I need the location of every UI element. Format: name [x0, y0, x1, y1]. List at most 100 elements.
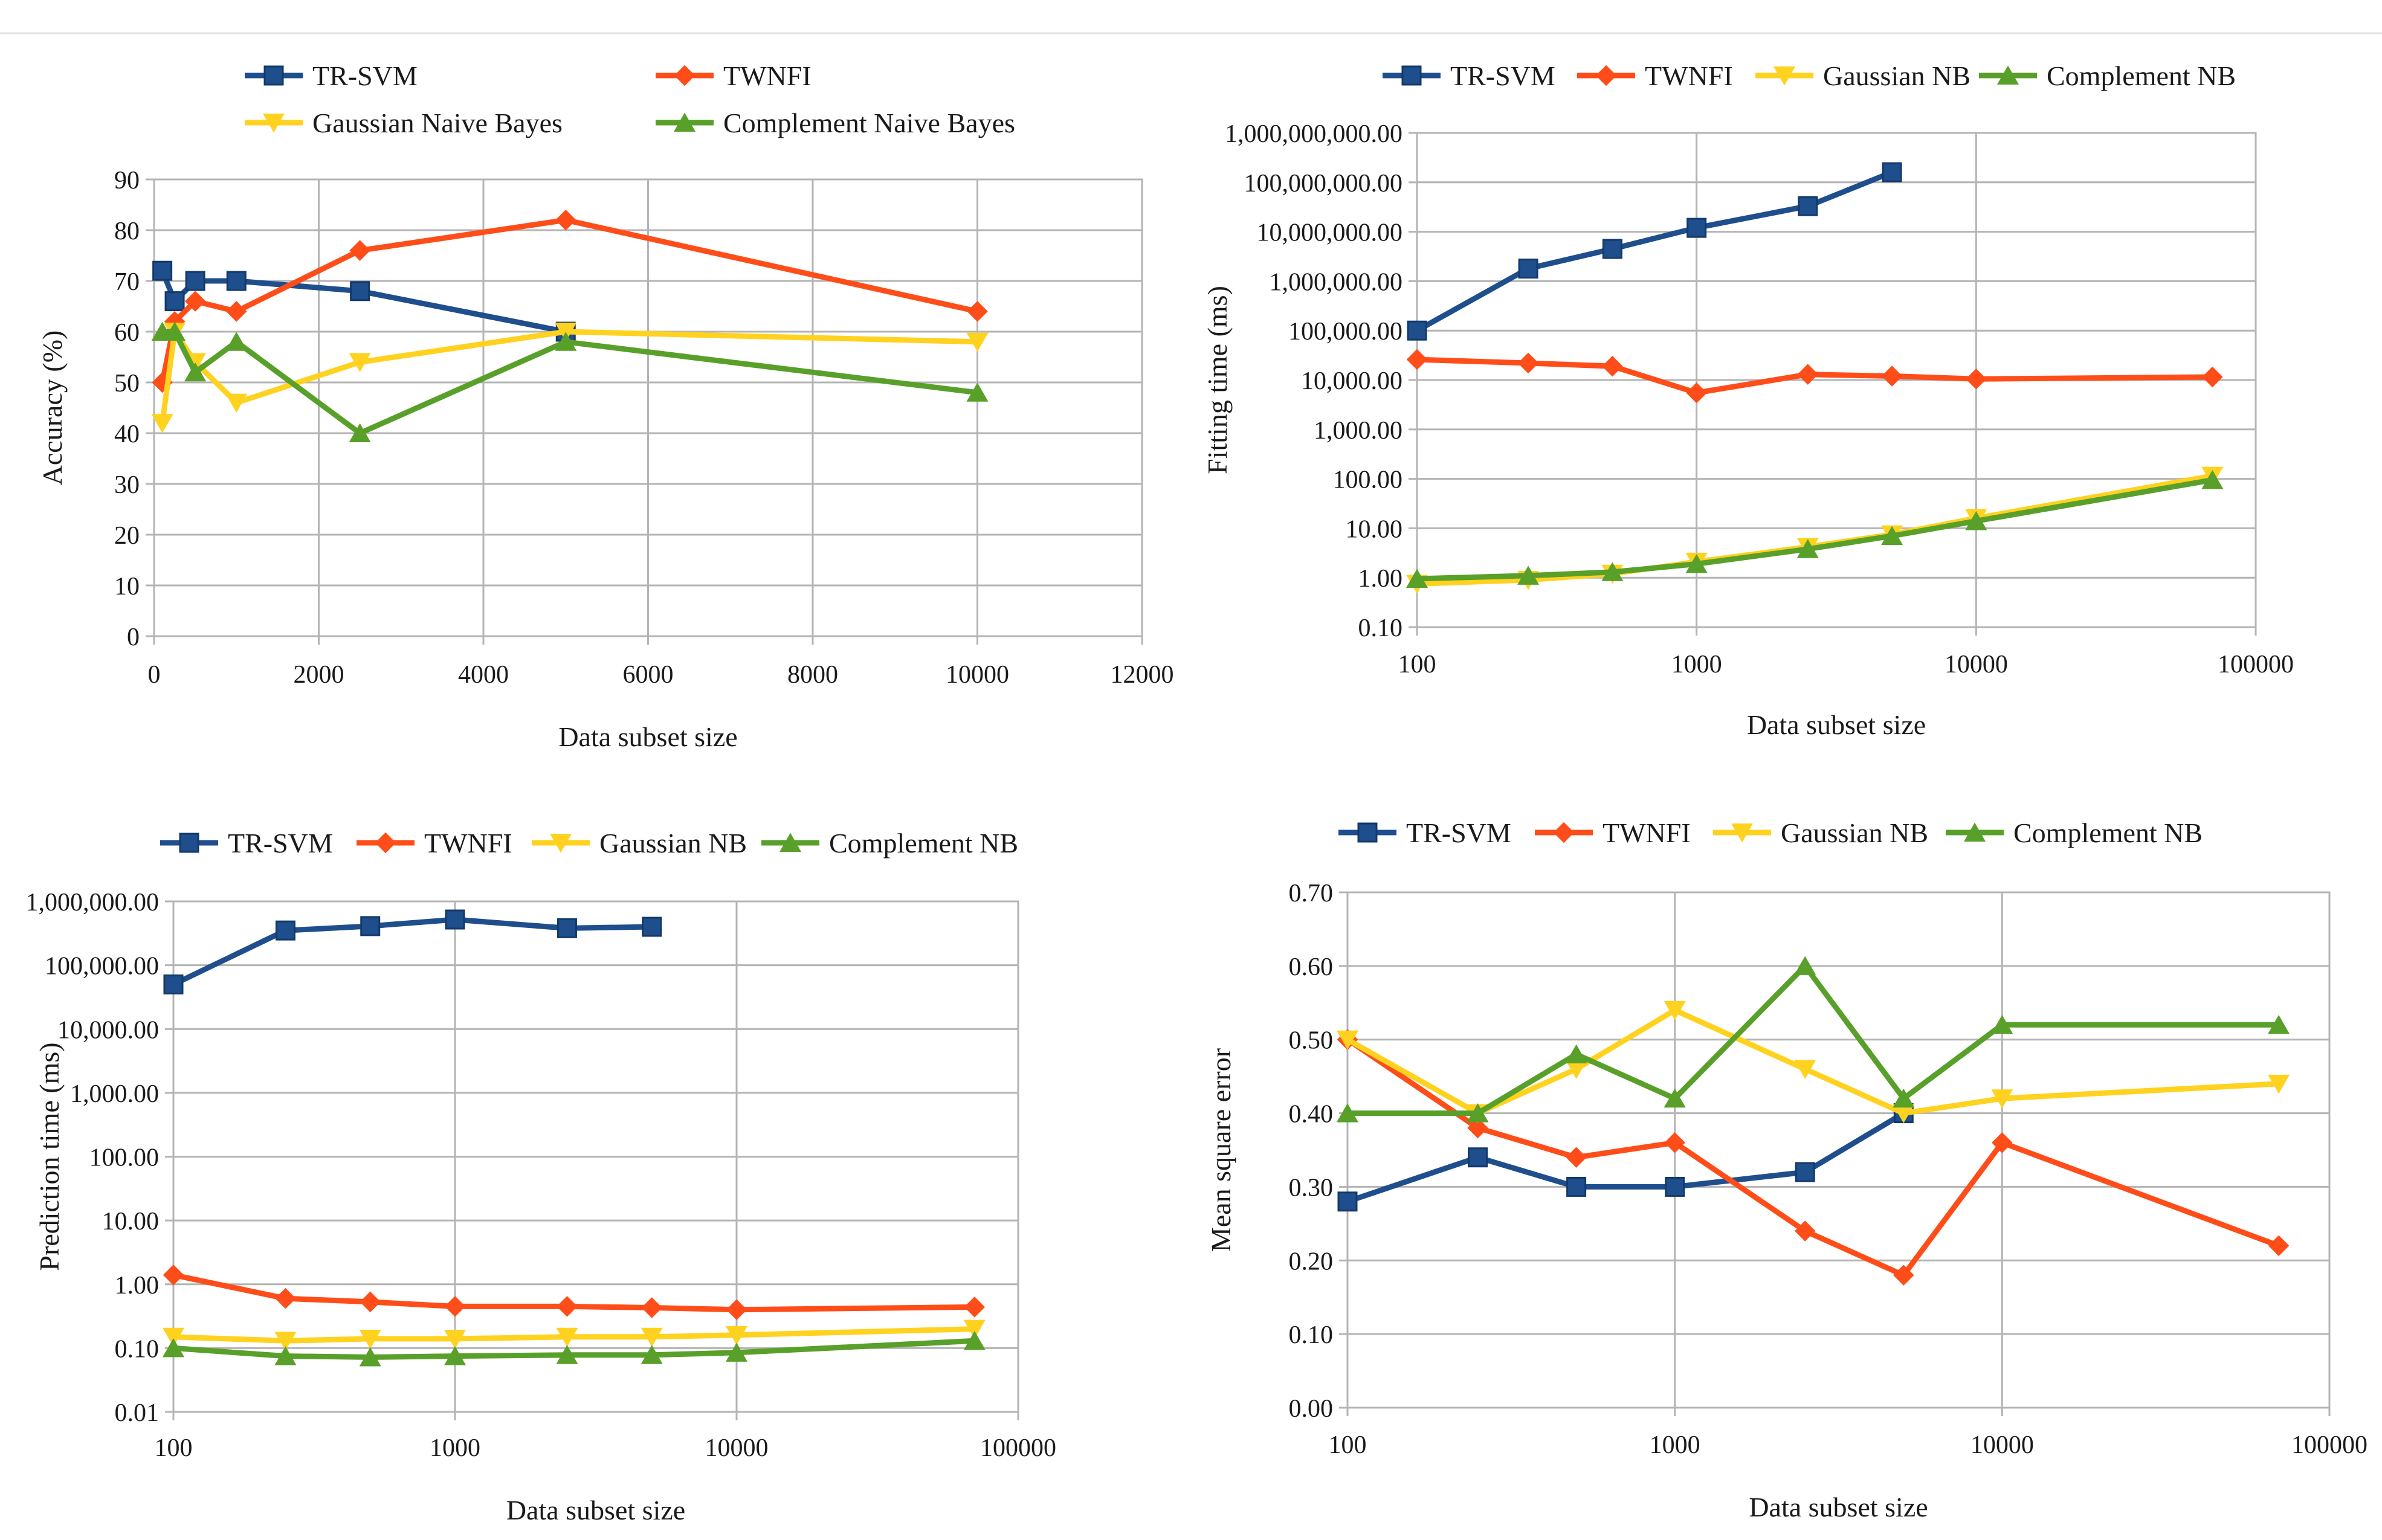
legend-item: Complement NB: [1946, 817, 2203, 848]
data-point: [274, 1346, 297, 1365]
data-point: [1407, 320, 1427, 341]
y-tick-label: 100,000,000.00: [1244, 170, 1403, 198]
y-tick-label: 0.30: [1289, 1174, 1334, 1202]
y-tick-label: 10.00: [102, 1208, 160, 1236]
data-point: [1893, 1104, 1915, 1124]
series-line: [173, 1326, 975, 1344]
data-point: [360, 1291, 381, 1313]
data-point: [359, 1329, 381, 1349]
y-tick-label: 10,000.00: [1301, 367, 1402, 395]
y-tick-label: 60: [114, 319, 140, 347]
data-point: [1566, 1147, 1587, 1168]
y-axis-label: Accuracy (%): [37, 330, 68, 486]
plot-frame: [1346, 891, 2331, 1409]
data-point: [2201, 469, 2224, 489]
y-tick-label: 30: [114, 471, 140, 499]
y-tick-label: 0.10: [1358, 614, 1403, 642]
x-axis-label: Data subset size: [1749, 1492, 1928, 1522]
data-point: [1566, 1176, 1587, 1197]
series-tr-svm: [1337, 1103, 1914, 1212]
y-tick-label: 0.40: [1289, 1101, 1334, 1129]
data-point: [274, 1332, 297, 1351]
data-point: [444, 1296, 466, 1317]
x-tick-label: 12000: [1111, 661, 1174, 689]
legend-label: TWNFI: [1603, 817, 1691, 848]
data-point: [164, 321, 186, 341]
data-point: [226, 271, 247, 291]
y-tick-label: 70: [114, 268, 140, 296]
data-point: [966, 382, 989, 402]
series-line: [1348, 963, 2279, 1116]
data-point: [1991, 1014, 2013, 1034]
data-point: [185, 271, 205, 291]
legend-marker: [674, 65, 696, 86]
series-line: [1415, 169, 1893, 333]
y-tick-label: 10,000.00: [57, 1016, 159, 1044]
data-point: [641, 1297, 662, 1318]
legend-item: Gaussian NB: [532, 828, 747, 859]
y-tick-label: 40: [114, 420, 140, 448]
y-tick-label: 100,000.00: [45, 953, 159, 981]
legend-item: Complement NB: [1979, 60, 2236, 91]
legend-marker: [1774, 66, 1795, 86]
data-point: [152, 260, 173, 281]
x-tick-label: 6000: [623, 661, 674, 689]
series-complement-nb: [1337, 956, 2290, 1123]
data-point: [1517, 352, 1539, 374]
data-point: [1992, 1132, 2013, 1153]
y-tick-label: 10.00: [1346, 515, 1403, 543]
x-tick-label: 10000: [1970, 1431, 2034, 1459]
data-point: [163, 1327, 184, 1347]
x-tick-label: 8000: [787, 661, 838, 689]
legend-marker: [263, 65, 284, 86]
x-tick-label: 10000: [705, 1434, 769, 1462]
legend-item: TR-SVM: [160, 828, 333, 859]
legend-label: Complement NB: [829, 828, 1018, 859]
y-tick-label: 10: [114, 573, 140, 601]
data-point: [225, 393, 248, 413]
data-point: [967, 301, 988, 322]
data-point: [557, 918, 577, 938]
y-tick-label: 50: [114, 370, 140, 398]
data-point: [1685, 553, 1708, 573]
data-point: [1565, 1044, 1587, 1064]
series-complement-nb: [163, 1330, 986, 1367]
data-point: [445, 909, 465, 930]
data-point: [1664, 1088, 1686, 1108]
series-line: [172, 917, 652, 987]
series-twnfi: [163, 1265, 986, 1321]
x-tick-label: 100000: [980, 1434, 1056, 1462]
data-point: [964, 1297, 986, 1318]
legend: TR-SVM TWNFI Gaussian NB Complement NB: [1383, 60, 2236, 91]
data-point: [1664, 1132, 1685, 1153]
legend-marker: [674, 112, 696, 132]
data-point: [151, 414, 173, 433]
data-point: [1991, 1089, 2013, 1109]
legend-marker: [1401, 65, 1422, 86]
data-point: [1467, 1117, 1488, 1139]
data-point: [1881, 526, 1903, 546]
y-axis-label: Fitting time (ms): [1202, 286, 1233, 474]
legend-marker: [375, 832, 396, 854]
series-complement-nb: [1406, 469, 2224, 588]
data-point: [557, 1296, 578, 1317]
y-tick-label: 0.00: [1289, 1395, 1334, 1423]
data-point: [726, 1326, 747, 1345]
x-axis-label: Data subset size: [1747, 709, 1926, 740]
data-point: [726, 1299, 747, 1321]
legend-marker: [1731, 823, 1753, 843]
data-point: [444, 1346, 466, 1365]
data-point: [1406, 349, 1428, 370]
data-point: [1406, 569, 1428, 588]
data-point: [1565, 1060, 1587, 1079]
y-tick-label: 1,000,000,000.00: [1225, 120, 1402, 148]
y-tick-label: 0.50: [1289, 1027, 1334, 1055]
y-tick-label: 100,000.00: [1288, 318, 1402, 346]
x-tick-label: 1000: [430, 1434, 480, 1462]
x-tick-label: 10000: [1945, 651, 2008, 678]
legend-label: Gaussian NB: [1823, 60, 1970, 91]
data-point: [1881, 366, 1903, 387]
data-point: [1966, 369, 1987, 390]
